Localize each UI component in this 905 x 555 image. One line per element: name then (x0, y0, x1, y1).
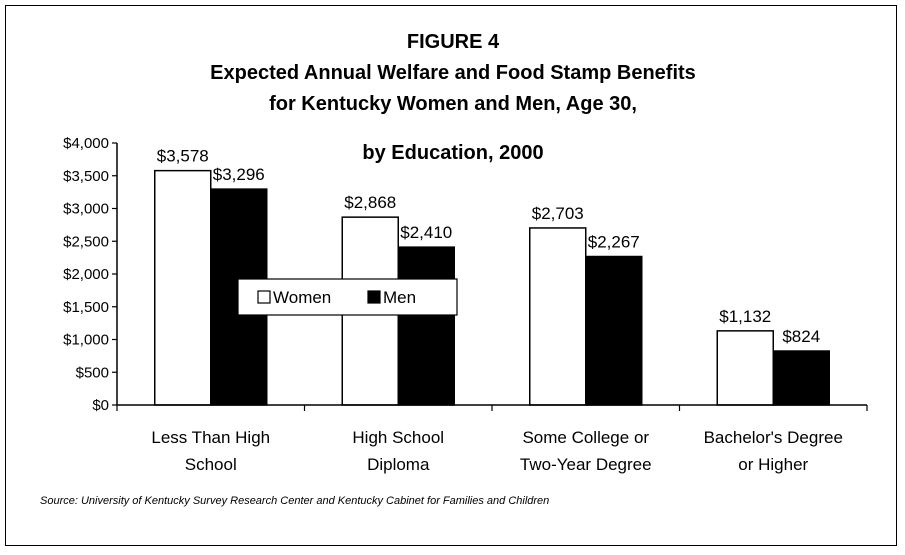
y-tick-label: $2,500 (63, 233, 109, 250)
data-label-men: $3,296 (213, 165, 265, 184)
title-line-3: by Education, 2000 (362, 142, 543, 164)
y-tick-label: $3,000 (63, 201, 109, 218)
title-line-1: Expected Annual Welfare and Food Stamp B… (210, 62, 696, 84)
data-label-men: $2,267 (588, 233, 640, 252)
x-tick-label: or Higher (738, 455, 808, 474)
data-label-women: $2,868 (344, 193, 396, 212)
x-tick-label: Bachelor's Degree (704, 428, 843, 447)
x-tick-label: Some College or (522, 428, 649, 447)
x-tick-label: High School (352, 428, 444, 447)
x-tick-label: Two-Year Degree (520, 455, 652, 474)
data-label-women: $2,703 (532, 204, 584, 223)
bar-women (529, 227, 587, 406)
source-note: Source: University of Kentucky Survey Re… (40, 495, 550, 507)
chart-title: FIGURE 4 Expected Annual Welfare and Food… (210, 31, 696, 164)
bars: $3,578$3,296 $2,868$2,410 $2,703$2,267 $1,1… (154, 147, 830, 406)
x-axis: Less Than High School High School Diploma So… (116, 404, 868, 474)
bar-men (397, 246, 455, 406)
legend: Women Men (237, 278, 458, 316)
title-line-0: FIGURE 4 (407, 31, 500, 53)
legend-label-men: Men (383, 288, 416, 307)
title-line-2: for Kentucky Women and Men, Age 30, (269, 93, 637, 115)
y-tick-label: $1,000 (63, 332, 109, 349)
y-tick-label: $1,500 (63, 299, 109, 316)
bar-women (716, 330, 774, 406)
y-axis: $0 $500 $1,000 $1,500 $2,000 $2,500 $3,000 $3,5… (63, 135, 118, 414)
bar-men (772, 350, 830, 406)
y-tick-label: $4,000 (63, 135, 109, 152)
y-tick-label: $3,500 (63, 168, 109, 185)
data-label-men: $2,410 (400, 223, 452, 242)
y-tick-label: $2,000 (63, 266, 109, 283)
legend-label-women: Women (273, 288, 331, 307)
legend-swatch-women (257, 290, 271, 304)
data-label-women: $3,578 (157, 147, 209, 166)
bar-women (154, 169, 212, 406)
x-tick-label: Less Than High (151, 428, 270, 447)
legend-box (237, 278, 458, 316)
legend-swatch-men (367, 290, 381, 304)
data-label-men: $824 (782, 327, 820, 346)
bar-men (585, 255, 643, 406)
y-tick-label: $0 (92, 397, 109, 414)
data-label-women: $1,132 (719, 307, 771, 326)
y-tick-label: $500 (76, 364, 109, 381)
x-tick-label: Diploma (367, 455, 430, 474)
x-tick-label: School (185, 455, 237, 474)
